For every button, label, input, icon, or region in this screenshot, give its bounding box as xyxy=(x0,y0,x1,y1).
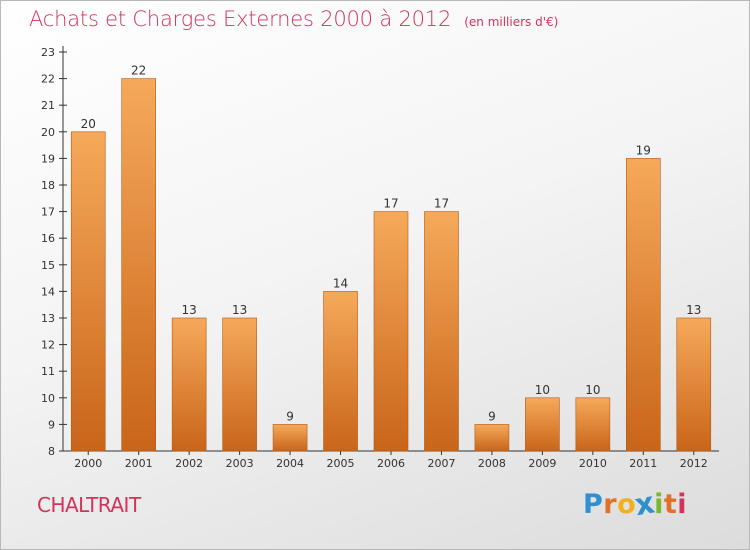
data-label: 10 xyxy=(585,383,600,397)
y-tick-label: 15 xyxy=(41,259,55,272)
logo-letter: o xyxy=(617,489,637,520)
bar xyxy=(575,397,611,452)
y-tick-label: 22 xyxy=(41,73,55,86)
x-tick-label: 2010 xyxy=(579,457,607,470)
data-label: 13 xyxy=(686,303,701,317)
y-tick-label: 10 xyxy=(41,392,55,405)
y-tick-label: 8 xyxy=(48,445,55,458)
x-tick-label: 2008 xyxy=(478,457,506,470)
y-tick-label: 13 xyxy=(41,312,55,325)
bar xyxy=(676,317,712,452)
x-tick-label: 2007 xyxy=(427,457,455,470)
bar xyxy=(373,211,409,452)
bar xyxy=(121,78,156,452)
bar xyxy=(424,211,459,452)
y-tick-label: 21 xyxy=(41,99,55,112)
data-label: 9 xyxy=(286,409,294,423)
data-label: 14 xyxy=(333,276,348,290)
y-tick-label: 9 xyxy=(48,418,55,431)
bar xyxy=(525,397,560,452)
data-label: 9 xyxy=(488,409,496,423)
y-tick-label: 23 xyxy=(41,46,55,59)
data-label: 22 xyxy=(131,64,146,78)
data-label: 13 xyxy=(182,303,197,317)
proxiti-logo[interactable]: Proxiti xyxy=(583,486,688,523)
chart-title-row: Achats et Charges Externes 2000 à 2012 (… xyxy=(29,7,558,31)
bar xyxy=(222,317,257,452)
bar xyxy=(323,291,358,452)
y-tick-label: 20 xyxy=(41,126,55,139)
x-tick-label: 2012 xyxy=(680,457,708,470)
logo-letter: t xyxy=(663,489,678,520)
y-tick-label: 19 xyxy=(41,152,55,165)
x-tick-label: 2009 xyxy=(528,457,556,470)
x-tick-label: 2001 xyxy=(125,457,153,470)
bar xyxy=(171,317,207,452)
y-tick-label: 18 xyxy=(41,179,55,192)
logo-letter: i xyxy=(677,489,688,520)
data-label: 10 xyxy=(535,383,550,397)
x-tick-label: 2004 xyxy=(276,457,304,470)
logo-letter: P xyxy=(583,489,604,520)
data-label: 13 xyxy=(232,303,247,317)
y-tick-label: 11 xyxy=(41,365,55,378)
data-label: 17 xyxy=(383,197,398,211)
chart-title: Achats et Charges Externes 2000 à 2012 xyxy=(29,7,452,31)
data-label: 20 xyxy=(81,117,96,131)
x-tick-label: 2011 xyxy=(629,457,657,470)
chart-unit: (en milliers d'€) xyxy=(464,15,559,29)
y-tick-label: 17 xyxy=(41,206,55,219)
logo-letter: r xyxy=(603,489,618,520)
y-tick-label: 16 xyxy=(41,232,55,245)
y-tick-label: 14 xyxy=(41,285,55,298)
y-tick-label: 12 xyxy=(41,339,55,352)
bar xyxy=(70,131,106,452)
logo-letter: i xyxy=(654,489,664,520)
data-label: 19 xyxy=(636,143,651,157)
x-tick-label: 2006 xyxy=(377,457,405,470)
bar xyxy=(272,424,308,452)
bar xyxy=(626,158,661,452)
x-tick-label: 2002 xyxy=(175,457,203,470)
commune-name: CHALTRAIT xyxy=(37,493,141,517)
x-tick-label: 2003 xyxy=(226,457,254,470)
data-label: 17 xyxy=(434,197,449,211)
x-tick-label: 2005 xyxy=(327,457,355,470)
x-tick-label: 2000 xyxy=(74,457,102,470)
bar xyxy=(474,424,510,452)
